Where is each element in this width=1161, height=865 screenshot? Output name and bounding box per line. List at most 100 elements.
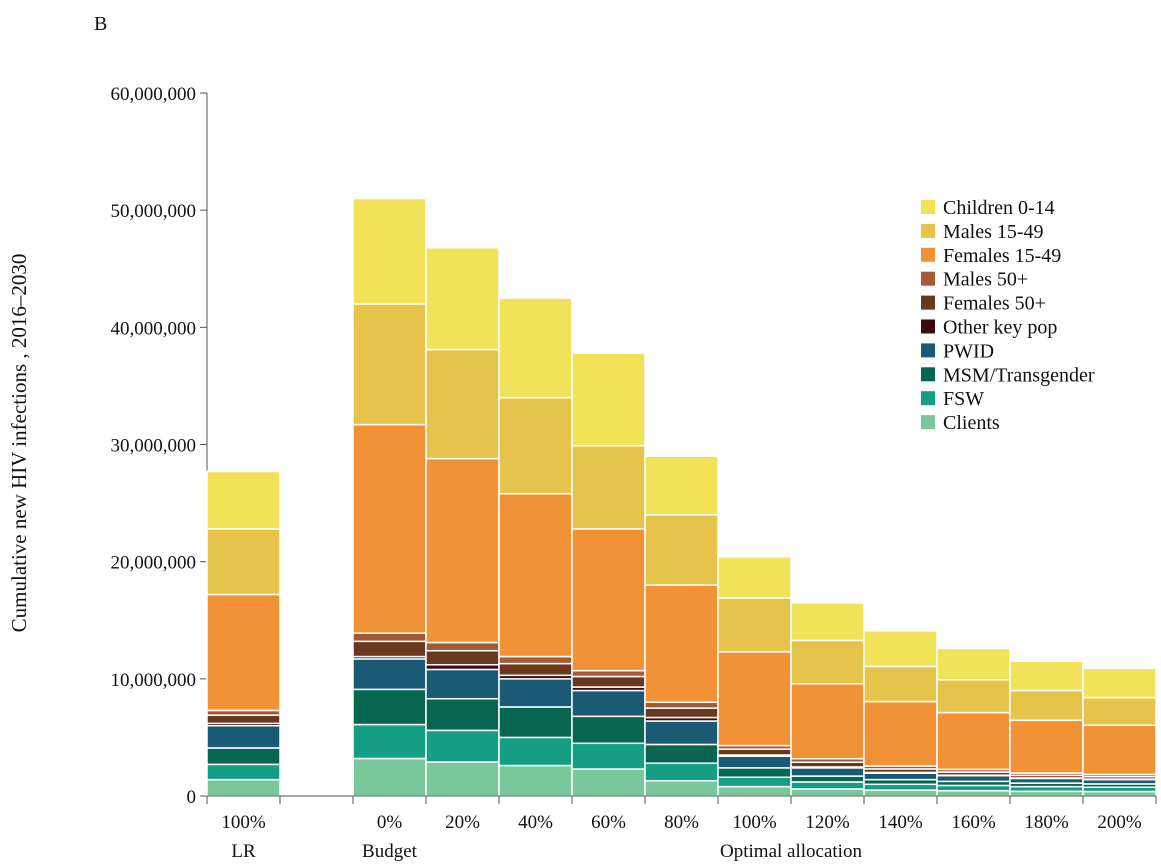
- y-tick-label: 20,000,000: [111, 553, 197, 574]
- bar-segment: [498, 764, 573, 797]
- bar-segment: [790, 781, 865, 790]
- x-category-label: 160%: [951, 812, 996, 833]
- bar-segment: [1009, 689, 1084, 722]
- bar-segment: [498, 492, 573, 658]
- bar-segment: [206, 593, 281, 712]
- legend-swatch: [921, 391, 935, 406]
- bar-segment: [936, 789, 1011, 797]
- bar-segment: [498, 655, 573, 665]
- bar-segment: [352, 423, 427, 634]
- y-axis: 0 10,000,000 20,000,000 30,000,000 40,000,00…: [111, 84, 208, 808]
- legend-label: Children 0-14: [943, 197, 1055, 219]
- bar-segment: [498, 662, 573, 677]
- bar-segment: [717, 597, 792, 653]
- bar-segment: [571, 528, 646, 672]
- bar-segment: [644, 455, 719, 516]
- x-category-label: 100%: [732, 812, 777, 833]
- bar-segment: [425, 348, 500, 460]
- y-tick-label: 60,000,000: [111, 84, 197, 105]
- bar-segment: [717, 651, 792, 747]
- bar-segment: [717, 755, 792, 769]
- bar-segment: [571, 675, 646, 688]
- bar-segment: [790, 767, 865, 777]
- legend-swatch: [921, 295, 935, 310]
- bar-segment: [571, 352, 646, 447]
- bar-segment: [717, 776, 792, 788]
- bar-segment: [498, 736, 573, 767]
- bar-segment: [206, 470, 281, 530]
- y-axis-label: Cumulative new HIV infections , 2016–203…: [7, 254, 31, 633]
- bar-segment: [571, 689, 646, 718]
- bar-segment: [352, 723, 427, 760]
- bar-segment: [206, 778, 281, 797]
- legend-label: PWID: [943, 340, 994, 362]
- bar-segment: [425, 649, 500, 666]
- x-category-label: 140%: [878, 812, 923, 833]
- y-tick-label: 30,000,000: [111, 436, 197, 457]
- bar-segment: [352, 757, 427, 797]
- bar-segment: [498, 396, 573, 495]
- legend-swatch: [921, 415, 935, 430]
- x-category-label: 40%: [518, 812, 553, 833]
- bar-segment: [352, 197, 427, 305]
- bar-segment: [571, 768, 646, 797]
- bar-segment: [1009, 660, 1084, 692]
- bar-segment: [206, 747, 281, 766]
- bar-segment: [644, 780, 719, 797]
- x-category-label: 80%: [664, 812, 699, 833]
- bar-segment: [644, 514, 719, 586]
- bar-segment: [425, 246, 500, 351]
- bar-segment: [1082, 667, 1157, 699]
- bar-segment: [498, 706, 573, 739]
- bar-segment: [863, 772, 938, 781]
- bar-segment: [790, 683, 865, 760]
- bar-segment: [498, 678, 573, 708]
- bar-segment: [644, 701, 719, 709]
- bar-segment: [352, 303, 427, 426]
- x-group-label: LR: [231, 841, 256, 862]
- bar-segment: [863, 665, 938, 703]
- bar-segment: [571, 742, 646, 770]
- legend-swatch: [921, 223, 935, 238]
- bar-segment: [571, 669, 646, 678]
- x-category-label: 20%: [445, 812, 480, 833]
- bar-segment: [863, 630, 938, 668]
- bar-segment: [498, 297, 573, 399]
- bar-segment: [206, 763, 281, 781]
- legend-label: Males 50+: [943, 269, 1028, 291]
- y-tick-label: 40,000,000: [111, 318, 197, 339]
- bar-segment: [206, 528, 281, 596]
- bars: [206, 197, 1157, 797]
- legend-label: FSW: [943, 388, 984, 410]
- panel-label: B: [94, 13, 107, 35]
- bar-segment: [790, 775, 865, 783]
- bar-segment: [717, 556, 792, 599]
- x-group-label: Optimal allocation: [720, 841, 862, 862]
- bar-segment: [717, 767, 792, 779]
- bar-segment: [790, 639, 865, 685]
- x-group-label: Budget: [362, 841, 418, 862]
- legend-swatch: [921, 200, 935, 214]
- bar-segment: [352, 688, 427, 726]
- bar-segment: [936, 679, 1011, 714]
- legend-label: MSM/Transgender: [943, 364, 1095, 386]
- bar-segment: [717, 748, 792, 756]
- bar-segment: [790, 788, 865, 797]
- bar-segment: [644, 720, 719, 746]
- y-tick-label: 0: [187, 787, 197, 808]
- bar-segment: [936, 784, 1011, 792]
- x-category-label: 200%: [1097, 812, 1142, 833]
- bar-segment: [352, 632, 427, 643]
- x-axis: 100% 0% 20% 40% 60% 80% 100% 120% 140% 160% 180% 20…: [206, 795, 1157, 862]
- bar-segment: [571, 715, 646, 745]
- y-tick-label: 50,000,000: [111, 201, 197, 222]
- legend-label: Clients: [943, 412, 1000, 434]
- bar-segment: [352, 658, 427, 691]
- bar-segment: [425, 729, 500, 763]
- x-category-label: 180%: [1024, 812, 1069, 833]
- legend-swatch: [921, 343, 935, 358]
- bar-segment: [425, 668, 500, 700]
- x-category-label: 0%: [377, 812, 403, 833]
